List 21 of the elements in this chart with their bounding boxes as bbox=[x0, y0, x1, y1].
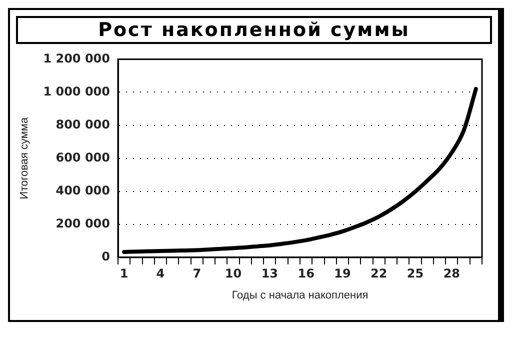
x-tick-label: 10 bbox=[224, 266, 242, 281]
x-tick-label: 25 bbox=[406, 266, 424, 281]
y-tick-label: 600 000 bbox=[56, 150, 110, 164]
line-series bbox=[122, 86, 478, 254]
y-axis-title: Итоговая сумма bbox=[18, 116, 31, 200]
x-tick-label: 4 bbox=[156, 266, 165, 281]
x-tick-label: 13 bbox=[261, 266, 278, 281]
y-tick-label: 200 000 bbox=[56, 216, 110, 230]
y-tick-label: 1 000 000 bbox=[43, 84, 110, 98]
y-tick-label: 400 000 bbox=[56, 183, 110, 198]
x-axis-title: Годы с начала накопления bbox=[232, 289, 368, 302]
x-tick-label: 7 bbox=[192, 266, 202, 281]
y-tick-label: 1 200 000 bbox=[43, 51, 110, 66]
y-tick-label: 0 bbox=[102, 250, 110, 264]
x-tick-label: 19 bbox=[334, 266, 351, 281]
y-tick-label: 800 000 bbox=[56, 117, 110, 132]
chart-title: Рост накопленной суммы bbox=[16, 16, 492, 44]
x-tick-label: 1 bbox=[120, 266, 128, 281]
x-tick-label: 22 bbox=[370, 266, 388, 281]
x-tick-label: 16 bbox=[298, 266, 314, 281]
x-tick-label: 28 bbox=[443, 266, 460, 281]
